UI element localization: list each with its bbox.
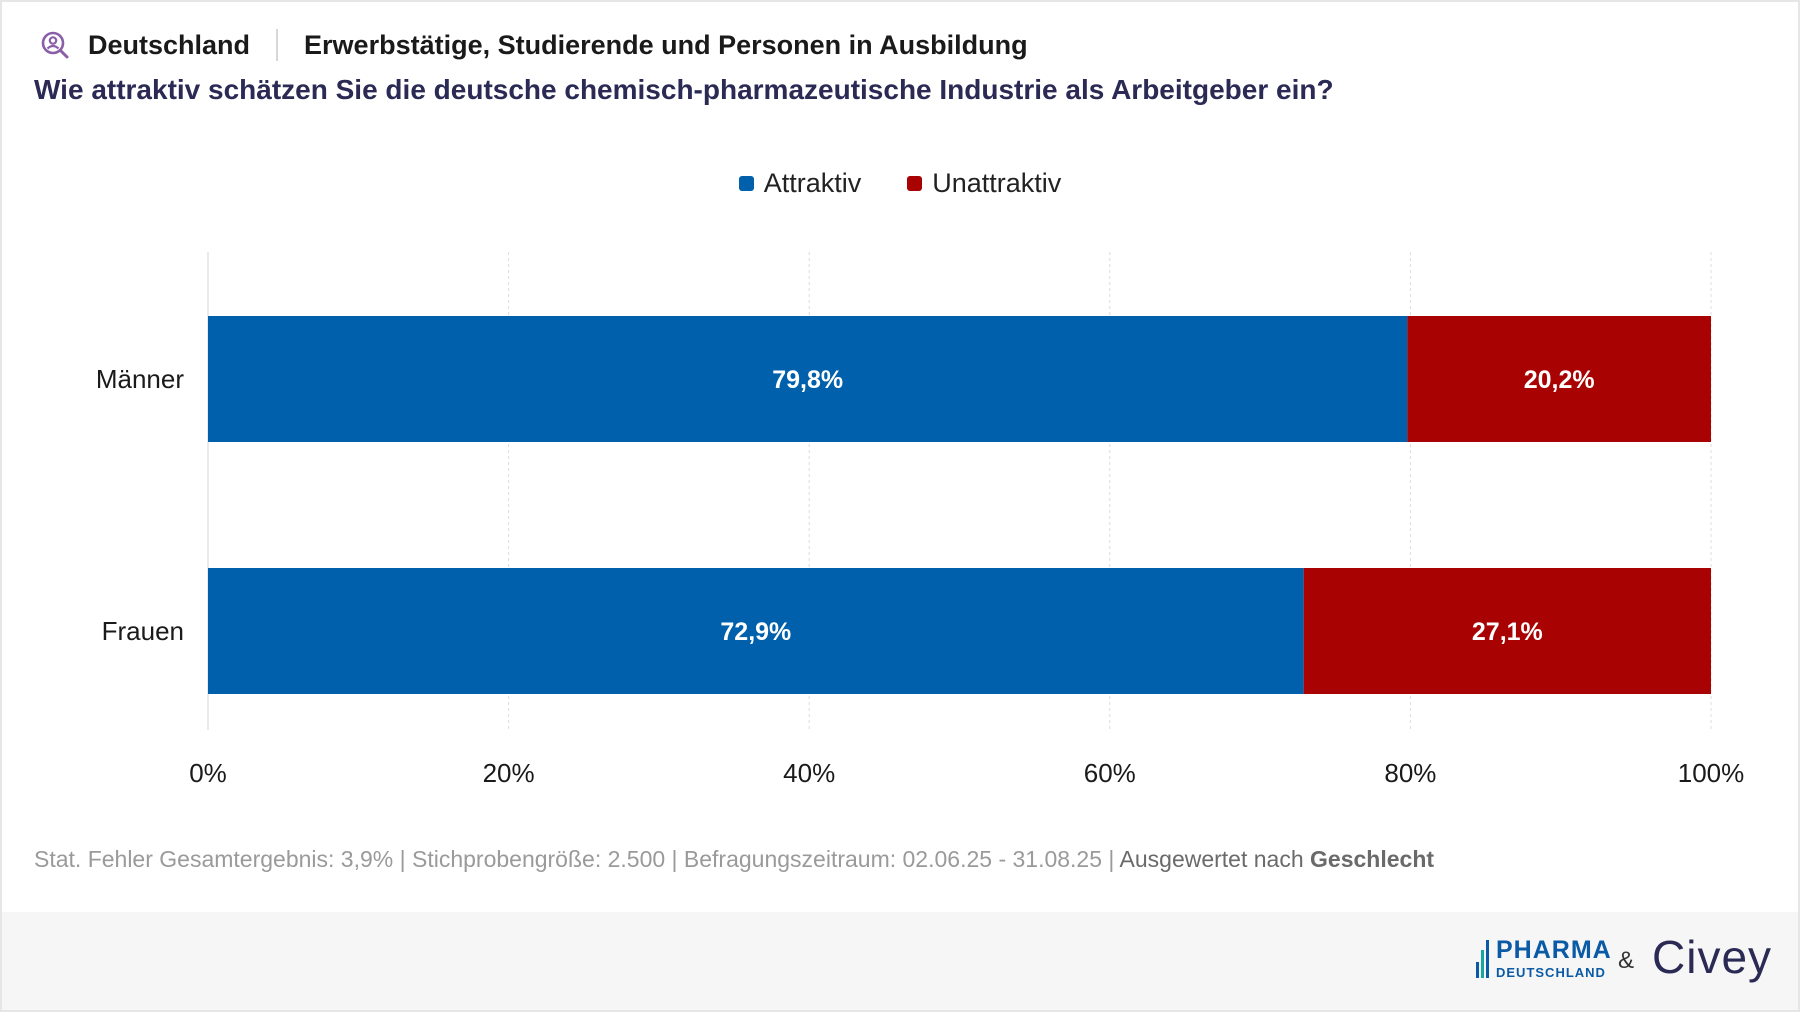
header-divider bbox=[276, 29, 279, 61]
legend-swatch-unattraktiv bbox=[907, 176, 923, 191]
legend-item-attraktiv[interactable]: Attraktiv bbox=[738, 168, 862, 199]
footer-band bbox=[2, 912, 1798, 1010]
x-tick-label-0: 0% bbox=[189, 758, 227, 788]
location-label: Deutschland bbox=[88, 29, 251, 60]
legend-label-unattraktiv: Unattraktiv bbox=[932, 168, 1062, 198]
population-label: Erwerbstätige, Studierende und Personen … bbox=[304, 29, 1028, 60]
footer-note: Stat. Fehler Gesamtergebnis: 3,9% | Stic… bbox=[34, 846, 1434, 873]
bar-attraktiv-1 bbox=[208, 568, 1304, 694]
pharma-logo-text: PHARMA bbox=[1496, 936, 1612, 964]
legend-label-attraktiv: Attraktiv bbox=[763, 168, 862, 198]
data-label-unattraktiv-0: 20,2% bbox=[1524, 366, 1595, 394]
bar-attraktiv-0 bbox=[208, 316, 1408, 442]
category-label-0: Männer bbox=[96, 364, 184, 394]
footer-evaluated-prefix: Ausgewertet nach bbox=[1119, 846, 1304, 872]
x-tick-label-20: 20% bbox=[483, 758, 535, 788]
pharma-bars-icon bbox=[1476, 939, 1489, 978]
legend: Attraktiv Unattraktiv bbox=[0, 168, 1800, 199]
x-tick-label-100: 100% bbox=[1678, 758, 1745, 788]
civey-logo: Civey bbox=[1652, 931, 1773, 983]
brand-ampersand: & bbox=[1618, 947, 1635, 974]
data-label-unattraktiv-1: 27,1% bbox=[1472, 618, 1543, 646]
legend-item-unattraktiv[interactable]: Unattraktiv bbox=[907, 168, 1061, 199]
footer-evaluated-by: Geschlecht bbox=[1310, 846, 1435, 872]
x-tick-label-40: 40% bbox=[783, 758, 835, 788]
x-tick-label-60: 60% bbox=[1084, 758, 1136, 788]
pharma-deutschland-logo: PHARMA DEUTSCHLAND bbox=[1476, 938, 1612, 979]
question-title: Wie attraktiv schätzen Sie die deutsche … bbox=[34, 74, 1334, 105]
header: Deutschland Erwerbstätige, Studierende u… bbox=[40, 26, 1028, 64]
pharma-logo-subtext: DEUTSCHLAND bbox=[1496, 965, 1606, 980]
category-label-1: Frauen bbox=[102, 616, 184, 646]
stacked-bar-chart: 79,8% 20,2% Männer 72,9% 27,1% Frauen 0% 20% 40%… bbox=[96, 252, 1745, 788]
search-person-icon bbox=[41, 31, 69, 59]
legend-swatch-attraktiv bbox=[738, 176, 754, 191]
footer-stats: Stat. Fehler Gesamtergebnis: 3,9% | Stic… bbox=[34, 846, 1115, 872]
data-label-attraktiv-1: 72,9% bbox=[720, 618, 791, 646]
bar-unattraktiv-1 bbox=[1303, 568, 1711, 694]
data-label-attraktiv-0: 79,8% bbox=[772, 366, 843, 394]
x-tick-label-80: 80% bbox=[1384, 758, 1436, 788]
bar-unattraktiv-0 bbox=[1407, 316, 1711, 442]
